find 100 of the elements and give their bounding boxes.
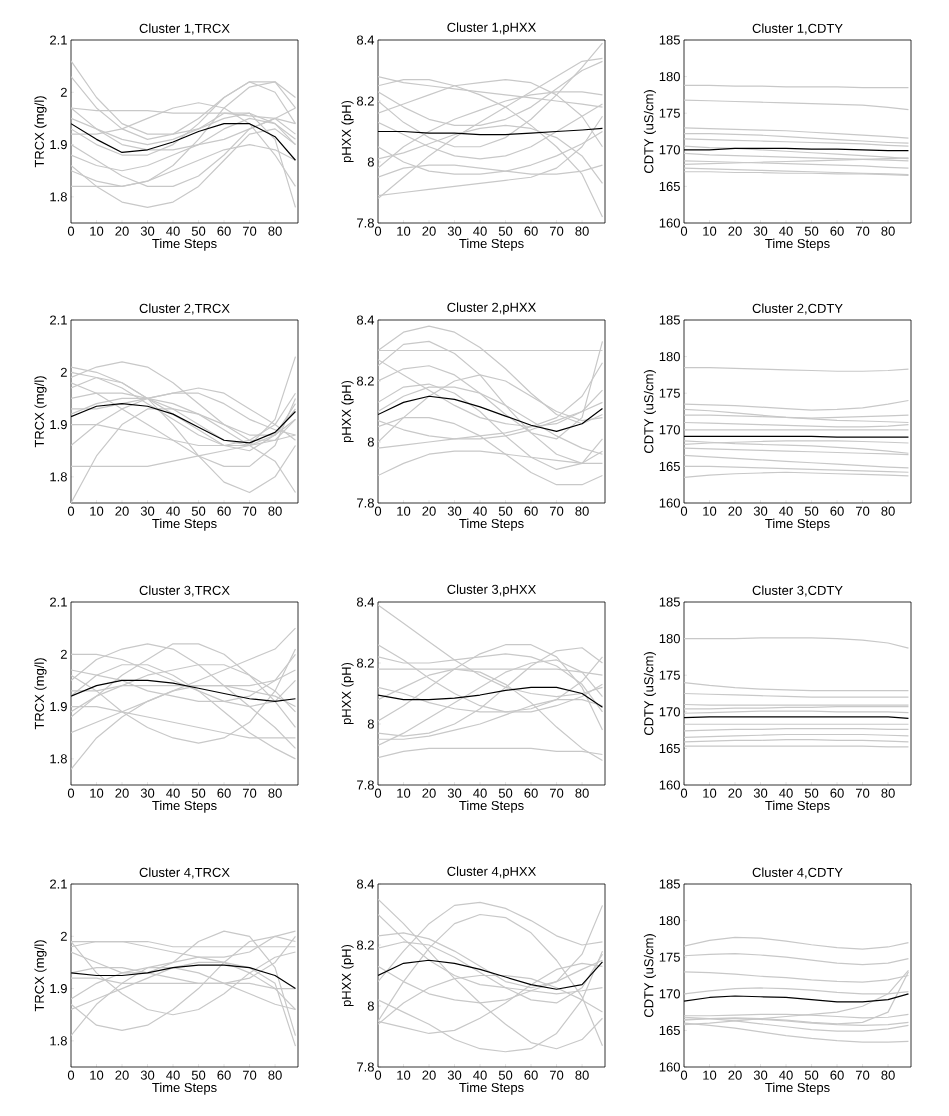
x-tick-label: 20 — [422, 1070, 436, 1080]
x-tick-label: 40 — [473, 226, 487, 236]
y-tick-label: 165 — [659, 181, 680, 191]
y-tick-label: 2.1 — [50, 879, 67, 889]
x-axis-title: Time Steps — [765, 800, 830, 813]
x-tick-label: 30 — [753, 788, 768, 798]
x-axis-title: Time Steps — [152, 518, 217, 531]
x-tick-label: 0 — [374, 506, 382, 516]
x-tick-label: 10 — [397, 226, 411, 236]
chart-title: Cluster 3,CDTY — [752, 585, 843, 597]
x-tick-label: 80 — [575, 226, 589, 236]
x-tick-label: 0 — [67, 506, 75, 516]
y-tick-label: 180 — [659, 72, 680, 82]
x-tick-label: 30 — [140, 226, 155, 236]
x-tick-label: 50 — [498, 506, 513, 516]
y-tick-label: 165 — [659, 1025, 680, 1036]
x-axis-title: Time Steps — [765, 238, 830, 251]
y-tick-label: 180 — [659, 634, 680, 644]
x-tick-label: 80 — [268, 506, 282, 516]
y-tick-label: 180 — [659, 916, 680, 926]
x-tick-label: 60 — [217, 1070, 231, 1080]
y-tick-label: 8.4 — [356, 35, 375, 45]
y-tick-label: 175 — [659, 108, 680, 118]
x-tick-label: 40 — [473, 506, 487, 516]
y-tick-label: 1.9 — [50, 701, 67, 712]
y-tick-label: 1.8 — [50, 192, 67, 202]
y-tick-label: 8 — [367, 157, 374, 167]
y-tick-label: 170 — [659, 707, 680, 717]
x-tick-label: 20 — [115, 226, 129, 236]
y-tick-label: 180 — [659, 352, 680, 362]
y-tick-label: 160 — [659, 1062, 680, 1072]
x-tick-label: 30 — [447, 788, 462, 798]
x-tick-label: 80 — [881, 226, 895, 236]
x-tick-label: 50 — [191, 506, 206, 516]
x-tick-label: 0 — [374, 1070, 382, 1080]
y-tick-label: 165 — [659, 461, 680, 472]
y-tick-label: 8.2 — [356, 96, 374, 106]
x-tick-label: 60 — [524, 226, 538, 236]
x-tick-label: 50 — [804, 1070, 819, 1080]
y-tick-label: 170 — [659, 145, 680, 155]
x-tick-label: 40 — [779, 226, 793, 236]
x-tick-label: 50 — [191, 1070, 206, 1080]
y-tick-label: 2.1 — [50, 315, 67, 325]
x-tick-label: 40 — [473, 788, 487, 798]
y-tick-label: 160 — [659, 218, 680, 228]
x-tick-label: 40 — [166, 1070, 180, 1080]
x-tick-label: 70 — [549, 506, 564, 516]
x-tick-label: 30 — [447, 506, 462, 516]
x-tick-label: 80 — [575, 506, 589, 516]
chart-title: Cluster 2,TRCX — [139, 303, 230, 315]
x-tick-label: 50 — [804, 506, 819, 516]
y-tick-label: 1.8 — [50, 754, 67, 764]
x-tick-label: 70 — [242, 506, 257, 516]
y-tick-label: 185 — [659, 597, 680, 607]
x-tick-label: 50 — [191, 788, 206, 798]
x-tick-label: 20 — [728, 226, 742, 236]
x-tick-label: 40 — [166, 788, 180, 798]
x-tick-label: 80 — [575, 1070, 589, 1080]
y-tick-label: 1.8 — [50, 472, 67, 482]
x-tick-label: 50 — [498, 1070, 513, 1080]
x-tick-label: 10 — [397, 506, 411, 516]
y-tick-label: 185 — [659, 879, 680, 889]
y-tick-label: 1.8 — [50, 1036, 67, 1046]
x-tick-label: 60 — [524, 506, 538, 516]
x-axis-title: Time Steps — [765, 1082, 830, 1095]
y-tick-label: 2 — [60, 87, 67, 97]
x-tick-label: 50 — [804, 226, 819, 236]
chart-title: Cluster 1,CDTY — [752, 23, 843, 35]
x-axis-title: Time Steps — [459, 1082, 524, 1095]
chart-title: Cluster 4,CDTY — [752, 867, 843, 879]
x-tick-label: 80 — [881, 1070, 895, 1080]
x-tick-label: 30 — [447, 226, 462, 236]
x-tick-label: 0 — [374, 788, 382, 798]
x-tick-label: 60 — [217, 788, 231, 798]
y-tick-label: 7.8 — [357, 780, 374, 790]
x-tick-label: 40 — [166, 226, 180, 236]
y-axis-title: TRCX (mg/l) — [34, 376, 47, 448]
x-tick-label: 0 — [680, 506, 688, 516]
y-tick-label: 2.1 — [50, 35, 67, 45]
x-tick-label: 20 — [728, 1070, 742, 1080]
y-tick-label: 185 — [659, 315, 680, 325]
x-tick-label: 70 — [549, 1070, 564, 1080]
y-tick-label: 185 — [659, 35, 680, 45]
x-tick-label: 10 — [703, 788, 717, 798]
y-tick-label: 8.4 — [356, 879, 375, 889]
chart-title: Cluster 4,pHXX — [447, 866, 536, 879]
x-tick-label: 60 — [217, 226, 231, 236]
x-tick-label: 60 — [830, 506, 844, 516]
y-tick-label: 8 — [367, 1001, 374, 1011]
x-tick-label: 60 — [524, 788, 538, 798]
y-axis-title: pHXX (pH) — [341, 944, 354, 1007]
x-tick-label: 60 — [830, 226, 844, 236]
y-axis-title: CDTY (uS/cm) — [643, 652, 656, 736]
x-tick-label: 30 — [447, 1070, 462, 1080]
y-tick-label: 1.9 — [50, 419, 67, 430]
x-tick-label: 20 — [115, 788, 129, 798]
x-tick-label: 80 — [268, 788, 282, 798]
y-axis-title: TRCX (mg/l) — [34, 940, 47, 1012]
y-tick-label: 175 — [659, 670, 680, 680]
x-tick-label: 60 — [524, 1070, 538, 1080]
